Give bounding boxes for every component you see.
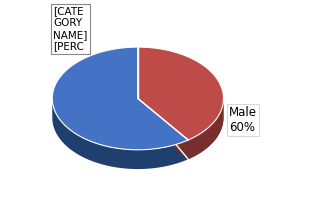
Polygon shape (138, 98, 188, 159)
Polygon shape (52, 98, 224, 169)
Polygon shape (188, 98, 224, 159)
Polygon shape (138, 47, 224, 140)
Polygon shape (52, 47, 188, 150)
Text: Male
60%: Male 60% (229, 106, 257, 134)
Text: [CATE
GORY
NAME]
[PERC: [CATE GORY NAME] [PERC (53, 6, 88, 51)
